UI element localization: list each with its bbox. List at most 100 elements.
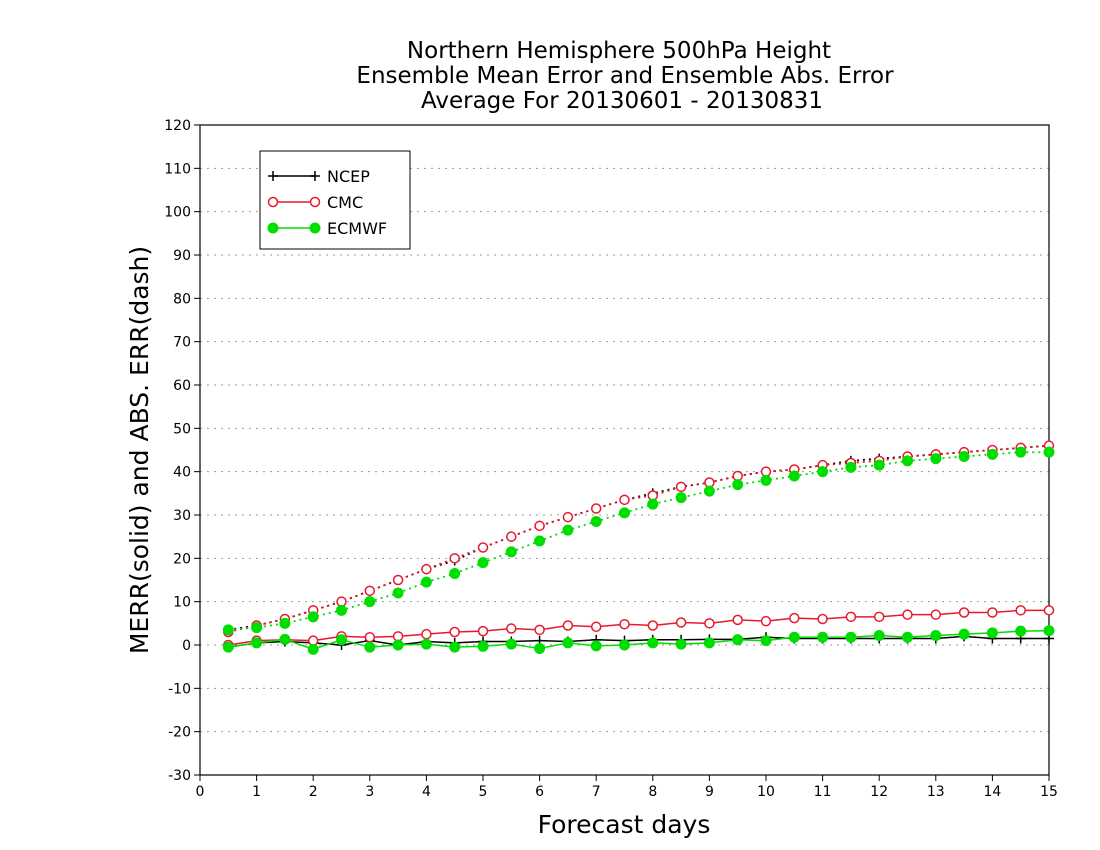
y-tick-label: 20 bbox=[173, 551, 191, 567]
x-tick-label: 10 bbox=[757, 784, 775, 800]
y-tick-label: 30 bbox=[173, 508, 191, 524]
legend-item-ecmwf: ECMWF bbox=[267, 219, 387, 238]
merr-point-cmc bbox=[760, 615, 772, 627]
merr-point-ecmwf bbox=[873, 629, 885, 641]
abs-err-point-ecmwf bbox=[958, 451, 970, 462]
legend-marker bbox=[309, 196, 321, 208]
abs-err-point-ecmwf bbox=[590, 516, 602, 527]
merr-point-ecmwf bbox=[930, 629, 942, 641]
abs-err-point-ecmwf bbox=[307, 611, 319, 623]
legend-marker bbox=[310, 171, 320, 181]
merr-point-ecmwf bbox=[1043, 625, 1055, 637]
merr-point-ecmwf bbox=[845, 631, 857, 643]
y-tick-label: 120 bbox=[164, 118, 191, 134]
abs-err-point-cmc bbox=[534, 520, 545, 532]
x-tick-label: 11 bbox=[814, 784, 832, 800]
legend-label: NCEP bbox=[327, 167, 370, 186]
abs-err-point-ecmwf bbox=[1043, 446, 1055, 458]
legend-items: NCEP CMC ECMWF bbox=[267, 167, 387, 238]
merr-point-cmc bbox=[421, 628, 432, 640]
series-ecmwf bbox=[222, 446, 1055, 655]
merr-point-cmc bbox=[1043, 605, 1055, 616]
merr-point-cmc bbox=[789, 612, 800, 624]
abs-err-point-cmc bbox=[704, 477, 715, 488]
merr-point-cmc bbox=[987, 607, 998, 618]
merr-point-cmc bbox=[506, 623, 517, 634]
merr-point-ecmwf bbox=[392, 639, 404, 651]
abs-err-point-ecmwf bbox=[562, 524, 574, 536]
legend-label: CMC bbox=[327, 193, 363, 212]
merr-point-cmc bbox=[619, 618, 630, 630]
merr-point-ecmwf bbox=[647, 637, 659, 649]
y-tick-label: 100 bbox=[164, 205, 191, 221]
merr-point-ecmwf bbox=[364, 641, 376, 653]
y-tick-label: 80 bbox=[173, 291, 191, 307]
x-tick-label: 2 bbox=[309, 784, 318, 800]
y-tick-label: 0 bbox=[182, 638, 191, 654]
title-line-3: Average For 20130601 - 20130831 bbox=[421, 88, 823, 114]
merr-point-ecmwf bbox=[590, 640, 602, 652]
y-axis-ticks: -30 -20 -10 0 10 20 30 40 50 60 70 80 90 100 110 120 bbox=[164, 118, 200, 784]
merr-point-cmc bbox=[449, 626, 460, 638]
x-tick-label: 0 bbox=[196, 784, 205, 800]
abs-err-point-ecmwf bbox=[760, 474, 772, 486]
merr-point-cmc bbox=[392, 631, 404, 642]
merr-point-cmc bbox=[958, 607, 970, 618]
abs-err-point-ecmwf bbox=[420, 576, 432, 588]
merr-point-ecmwf bbox=[251, 637, 263, 649]
abs-err-point-cmc bbox=[364, 585, 376, 597]
x-tick-label: 12 bbox=[870, 784, 888, 800]
x-tick-label: 14 bbox=[983, 784, 1001, 800]
series-cmc bbox=[223, 440, 1055, 651]
merr-point-cmc bbox=[647, 620, 659, 631]
legend-marker bbox=[309, 222, 321, 234]
abs-err-point-ecmwf bbox=[619, 507, 630, 519]
merr-point-ecmwf bbox=[619, 639, 630, 651]
abs-err-point-ecmwf bbox=[534, 535, 546, 547]
y-tick-label: 40 bbox=[173, 465, 191, 481]
abs-err-point-ecmwf bbox=[1015, 446, 1027, 458]
merr-point-ecmwf bbox=[675, 638, 687, 650]
abs-err-point-ecmwf bbox=[364, 596, 376, 608]
abs-err-point-cmc bbox=[760, 466, 772, 477]
legend: NCEP CMC ECMWF bbox=[259, 150, 411, 250]
abs-err-point-ecmwf bbox=[788, 470, 800, 482]
abs-err-point-cmc bbox=[506, 531, 517, 542]
abs-err-line-ncep bbox=[228, 444, 1050, 631]
y-axis-label: MERR(solid) and ABS. ERR(dash) bbox=[125, 246, 154, 654]
legend-item-ncep: NCEP bbox=[268, 167, 370, 186]
merr-point-ecmwf bbox=[732, 634, 744, 646]
y-tick-label: 60 bbox=[173, 378, 191, 394]
merr-point-cmc bbox=[590, 621, 602, 633]
abs-err-point-ecmwf bbox=[930, 453, 942, 465]
merr-point-ecmwf bbox=[279, 633, 291, 645]
merr-point-ecmwf bbox=[449, 641, 461, 653]
merr-point-ecmwf bbox=[1015, 625, 1027, 637]
x-axis-ticks: 0 1 2 3 4 5 6 7 8 9 10 11 12 13 14 15 bbox=[196, 775, 1058, 800]
abs-err-point-cmc bbox=[732, 470, 743, 482]
legend-marker bbox=[268, 171, 278, 181]
abs-err-point-cmc bbox=[421, 563, 432, 575]
abs-err-point-ecmwf bbox=[477, 557, 489, 569]
merr-point-cmc bbox=[704, 618, 715, 629]
legend-item-cmc: CMC bbox=[267, 193, 363, 212]
merr-point-ecmwf bbox=[760, 635, 772, 647]
merr-point-ecmwf bbox=[477, 640, 489, 652]
merr-point-ecmwf bbox=[562, 637, 574, 649]
abs-err-point-ecmwf bbox=[817, 466, 829, 478]
x-tick-label: 13 bbox=[927, 784, 945, 800]
abs-err-point-cmc bbox=[590, 503, 602, 514]
x-tick-label: 7 bbox=[592, 784, 601, 800]
series-ncep bbox=[223, 440, 1054, 653]
abs-err-point-ecmwf bbox=[873, 459, 885, 471]
abs-err-point-cmc bbox=[392, 574, 404, 586]
merr-point-ecmwf bbox=[788, 631, 800, 643]
merr-point-ecmwf bbox=[958, 628, 970, 640]
merr-point-cmc bbox=[364, 631, 376, 643]
merr-point-cmc bbox=[675, 617, 687, 628]
abs-err-point-ecmwf bbox=[251, 622, 263, 634]
x-tick-label: 3 bbox=[365, 784, 374, 800]
y-tick-label: 110 bbox=[164, 161, 191, 177]
merr-point-cmc bbox=[930, 609, 942, 620]
merr-point-ecmwf bbox=[336, 634, 347, 646]
